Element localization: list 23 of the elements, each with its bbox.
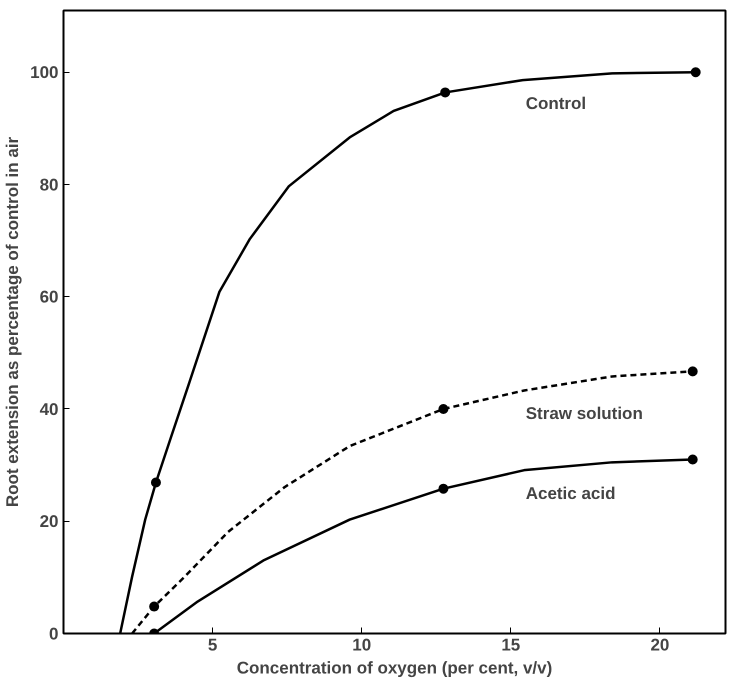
x-tick-label: 15 [501,636,520,654]
point [688,454,698,464]
point [688,366,698,376]
x-tick-label: 20 [650,636,670,654]
point [438,484,448,494]
y-tick-label: 100 [30,63,59,82]
y-axis-title: Root extension as percentage of control in air [3,136,22,508]
series-label: Control [526,94,586,113]
point [690,67,701,78]
series-label: Straw solution [526,404,643,424]
series-label: Acetic acid [526,484,616,504]
x-tick-label: 10 [352,636,372,654]
y-tick-label: 20 [40,512,59,532]
y-tick-label: 40 [40,400,59,419]
y-tick-label: 80 [40,175,59,194]
x-tick-label: 5 [208,636,218,654]
point [149,602,160,612]
x-axis-title: Concentration of oxygen (per cent, v/v) [236,658,552,678]
y-tick-label: 0 [49,624,59,644]
point [440,87,450,98]
point [150,478,161,488]
point [438,404,448,414]
y-tick-label: 60 [40,288,59,307]
